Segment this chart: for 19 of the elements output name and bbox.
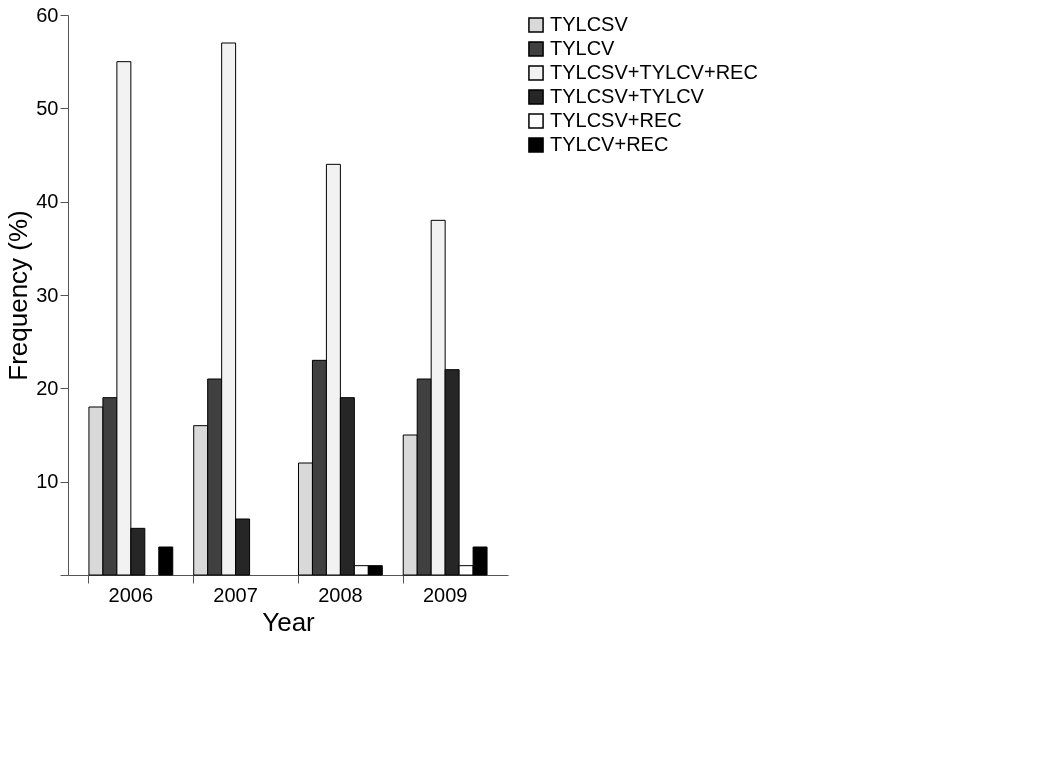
y-tick-label: 20 [36,376,59,399]
x-tick-label: 2007 [213,583,258,606]
y-tick-label: 50 [36,96,59,119]
y-tick-label: 10 [36,470,59,493]
x-axis-title: Year [262,606,316,637]
y-tick-label: 40 [36,190,59,213]
legend-label: TYLCSV+TYLCV+REC [550,61,758,83]
x-tick-label: 2006 [108,583,154,606]
y-tick-label: 30 [36,283,59,306]
legend-label: TYLCV [550,37,616,59]
bar [158,546,174,576]
x-tick-label: 2008 [318,583,363,606]
legend-label: TYLCV+REC [550,133,669,155]
legend-label: TYLCSV+REC [550,109,682,131]
legend-label: TYLCSV [550,13,629,35]
legend-label: TYLCSV+TYLCV [550,85,705,107]
x-tick-label: 2009 [422,583,468,606]
y-axis-title: Frequency (%) [3,210,34,381]
y-tick-label: 60 [36,3,59,26]
